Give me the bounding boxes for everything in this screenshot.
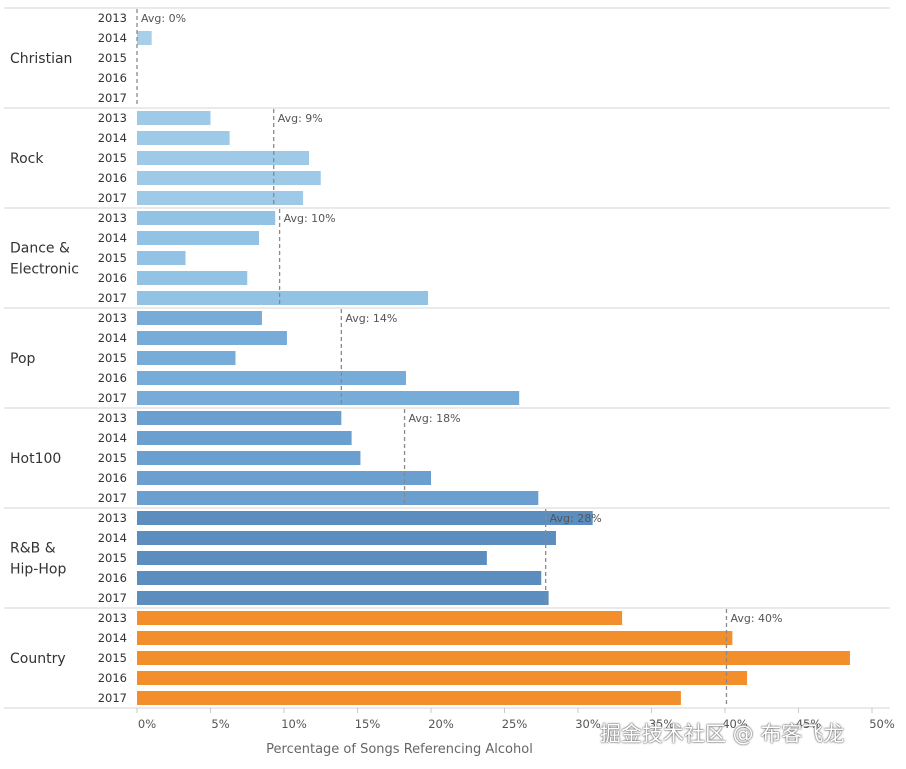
tick-label: 30%: [575, 717, 601, 731]
avg-label: Avg: 10%: [284, 212, 336, 225]
year-label: 2014: [98, 531, 127, 545]
year-label: 2016: [98, 171, 127, 185]
bar: [137, 351, 236, 365]
year-label: 2015: [98, 451, 127, 465]
tick-label: 25%: [502, 717, 528, 731]
group-label: Dance &: [10, 241, 70, 257]
bar: [137, 151, 309, 165]
bar: [137, 371, 407, 385]
bar: [137, 31, 152, 45]
year-label: 2013: [98, 611, 127, 625]
year-label: 2014: [98, 631, 127, 645]
year-label: 2014: [98, 331, 127, 345]
bar: [137, 131, 230, 145]
year-label: 2017: [98, 491, 127, 505]
tick-label: 15%: [355, 717, 381, 731]
year-label: 2016: [98, 471, 127, 485]
bar: [137, 591, 549, 605]
group-label: Christian: [10, 51, 72, 67]
year-label: 2013: [98, 411, 127, 425]
watermark: 掘金技术社区 @ 布客飞龙: [600, 722, 845, 746]
year-label: 2015: [98, 251, 127, 265]
year-label: 2016: [98, 371, 127, 385]
bar: [137, 211, 276, 225]
bar: [137, 451, 361, 465]
avg-label: Avg: 18%: [409, 412, 461, 425]
year-label: 2017: [98, 391, 127, 405]
year-label: 2017: [98, 691, 127, 705]
bar: [137, 491, 539, 505]
year-label: 2017: [98, 591, 127, 605]
year-label: 2016: [98, 671, 127, 685]
year-label: 2015: [98, 351, 127, 365]
bar: [137, 471, 431, 485]
bar: [137, 511, 593, 525]
year-label: 2014: [98, 131, 127, 145]
year-label: 2017: [98, 191, 127, 205]
year-label: 2015: [98, 651, 127, 665]
avg-label: Avg: 28%: [550, 512, 602, 525]
bar: [137, 311, 262, 325]
tick-label: 20%: [428, 717, 454, 731]
year-label: 2013: [98, 111, 127, 125]
year-label: 2015: [98, 51, 127, 65]
avg-label: Avg: 40%: [730, 612, 782, 625]
tick-label: 10%: [281, 717, 307, 731]
year-label: 2017: [98, 291, 127, 305]
bar: [137, 231, 260, 245]
group-label: Electronic: [10, 262, 79, 278]
group-label: Pop: [10, 351, 36, 367]
year-label: 2013: [98, 311, 127, 325]
year-label: 2016: [98, 571, 127, 585]
bar: [137, 271, 248, 285]
year-label: 2013: [98, 511, 127, 525]
year-label: 2013: [98, 211, 127, 225]
year-label: 2015: [98, 551, 127, 565]
bar: [137, 251, 186, 265]
bar: [137, 611, 623, 625]
tick-label: 45%: [796, 717, 822, 731]
year-label: 2013: [98, 11, 127, 25]
tick-label: 50%: [869, 717, 895, 731]
bar: [137, 531, 556, 545]
year-label: 2015: [98, 151, 127, 165]
bar: [137, 391, 520, 405]
bar: [137, 431, 352, 445]
avg-label: Avg: 0%: [141, 12, 186, 25]
year-label: 2014: [98, 431, 127, 445]
year-label: 2017: [98, 91, 127, 105]
bar: [137, 171, 321, 185]
bar: [137, 691, 681, 705]
bar: [137, 551, 487, 565]
bar: [137, 331, 287, 345]
group-label: R&B &: [10, 541, 56, 557]
group-label: Rock: [10, 151, 44, 167]
year-label: 2016: [98, 71, 127, 85]
bar: [137, 111, 211, 125]
year-label: 2014: [98, 231, 127, 245]
avg-label: Avg: 9%: [278, 112, 323, 125]
year-label: 2016: [98, 271, 127, 285]
bar: [137, 411, 342, 425]
group-label: Hot100: [10, 451, 61, 467]
tick-label: 40%: [722, 717, 748, 731]
group-label: Hip-Hop: [10, 562, 66, 578]
bar: [137, 671, 748, 685]
bar: [137, 571, 542, 585]
group-label: Country: [10, 651, 66, 667]
tick-label: 35%: [649, 717, 675, 731]
bar: [137, 651, 850, 665]
bar: [137, 191, 304, 205]
tick-label: 5%: [211, 717, 229, 731]
bar: [137, 291, 429, 305]
bar: [137, 631, 733, 645]
avg-label: Avg: 14%: [345, 312, 397, 325]
tick-label: 0%: [138, 717, 156, 731]
x-axis-title: Percentage of Songs Referencing Alcohol: [266, 742, 533, 757]
year-label: 2014: [98, 31, 127, 45]
